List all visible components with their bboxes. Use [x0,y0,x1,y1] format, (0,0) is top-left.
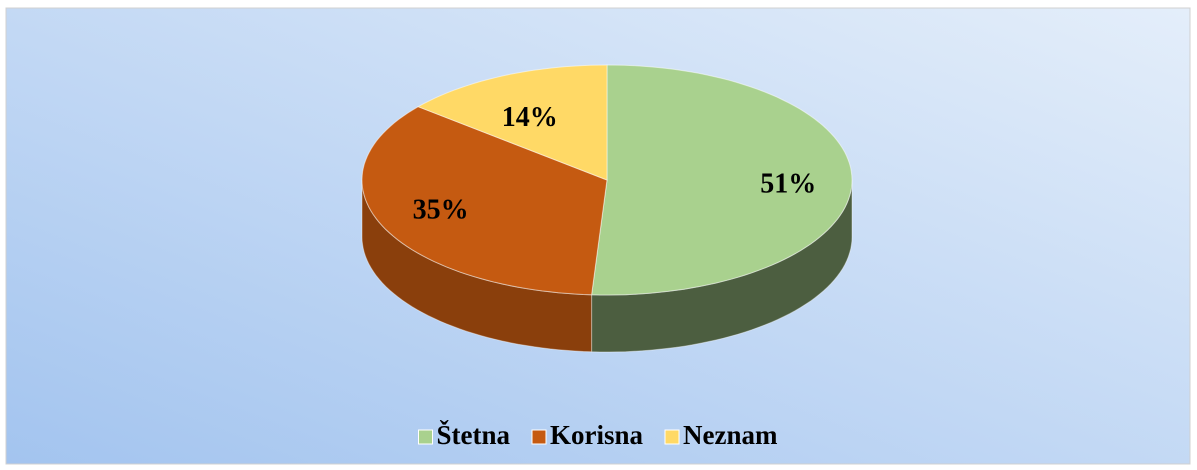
legend-marker [664,429,680,445]
pie-slice [361,106,608,296]
legend-marker [418,429,433,445]
data-label: 35% [413,195,469,226]
data-label: 51% [760,169,816,200]
pie-slice [417,64,608,181]
pie-slice [591,64,853,296]
legend-label: Korisna [550,420,644,450]
data-label: 14% [502,102,558,133]
legend-marker [531,429,547,445]
legend-label: Neznam [683,420,778,450]
legend-label: Štetna [437,420,511,450]
